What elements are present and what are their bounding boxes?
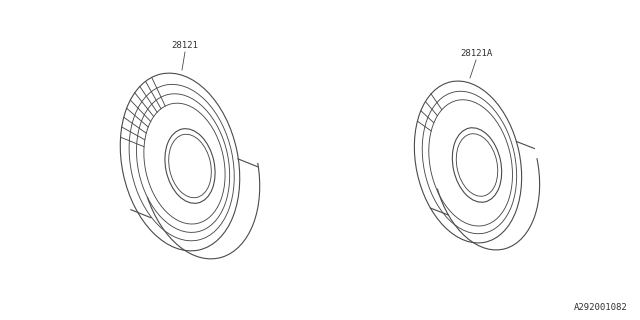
Text: 28121A: 28121A <box>460 49 492 58</box>
Text: 28121: 28121 <box>172 41 198 50</box>
Text: A292001082: A292001082 <box>574 303 628 312</box>
